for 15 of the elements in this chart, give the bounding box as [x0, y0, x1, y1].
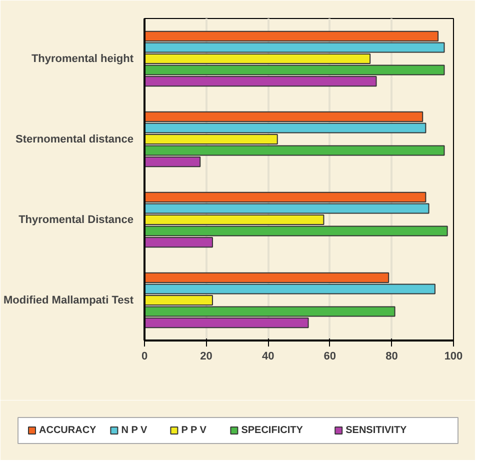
x-tick-label: 20	[200, 350, 212, 362]
y-tick-label: Sternomental distance	[16, 133, 134, 146]
legend-label: SENSITIVITY	[346, 425, 408, 436]
legend-label: P P V	[181, 425, 207, 436]
y-tick-label: Thyromental height	[31, 52, 134, 65]
x-tick-label: 40	[262, 350, 274, 362]
x-tick-label: 60	[324, 350, 336, 362]
y-tick-label: Modified Mallampati Test	[4, 294, 134, 306]
x-tick-label: 100	[444, 350, 463, 362]
y-tick-label: Thyromental Distance	[18, 214, 134, 226]
x-tick-label: 0	[141, 350, 148, 362]
x-tick-label: 80	[386, 350, 398, 362]
legend-label: ACCURACY	[39, 425, 97, 436]
legend-label: SPECIFICITY	[241, 425, 304, 436]
legend-label: N P V	[121, 425, 148, 436]
